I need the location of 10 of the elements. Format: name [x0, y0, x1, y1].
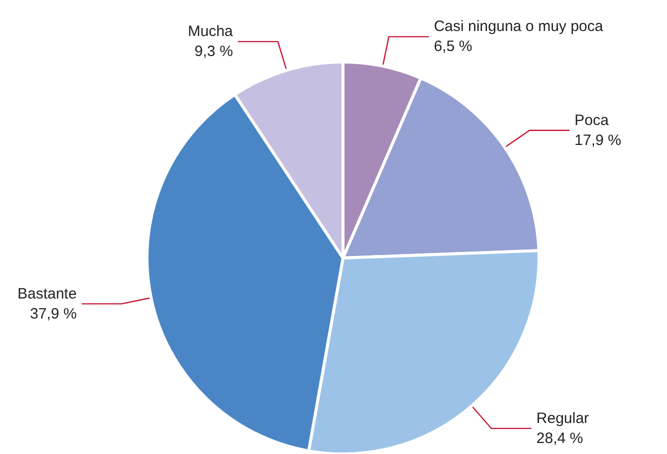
data-label: 9,3 %: [194, 43, 233, 60]
slice-label: Poca: [574, 112, 610, 129]
slice-label: Mucha: [188, 23, 234, 40]
slice-label: Casi ninguna o muy poca: [434, 18, 604, 36]
slice-label: Regular: [536, 410, 589, 427]
data-label: 37,9 %: [30, 305, 77, 322]
data-label: 6,5 %: [434, 38, 472, 56]
slice-label: Bastante: [17, 285, 77, 302]
data-label: 28,4 %: [536, 430, 584, 447]
data-label: 17,9 %: [574, 132, 622, 149]
